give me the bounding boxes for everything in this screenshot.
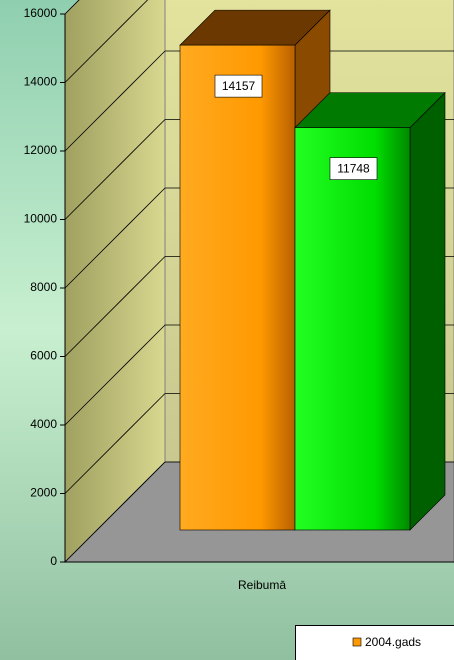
data-label-box (329, 157, 378, 180)
bar-side (409, 91, 446, 531)
y-tick-label: 2000 (30, 486, 57, 500)
legend (295, 625, 454, 660)
y-tick-label: 4000 (30, 417, 57, 431)
y-tick-label: 10000 (24, 212, 58, 226)
y-tick-label: 6000 (30, 349, 57, 363)
data-label: 14157 (222, 79, 256, 93)
grid-line (64, 0, 149, 83)
grid-line (64, 256, 166, 357)
y-tick-label: 14000 (24, 75, 58, 89)
legend-swatch (352, 637, 362, 647)
data-label: 11748 (337, 161, 370, 175)
y-tick-label: 8000 (30, 280, 57, 294)
grid-line (64, 393, 166, 494)
bar (294, 127, 411, 531)
grid-line (64, 187, 166, 289)
y-tick-label: 0 (50, 554, 57, 568)
grid-line (64, 119, 166, 220)
grid-line (64, 324, 166, 426)
grid-line (64, 461, 166, 563)
data-label-box (214, 74, 263, 98)
x-tick-label: Reibumā (238, 578, 286, 592)
bar (179, 44, 296, 531)
y-tick-label: 12000 (24, 143, 58, 157)
grid-line (64, 50, 166, 152)
y-tick-label: 16000 (24, 6, 58, 20)
legend-label: 2004.gads (365, 635, 421, 649)
